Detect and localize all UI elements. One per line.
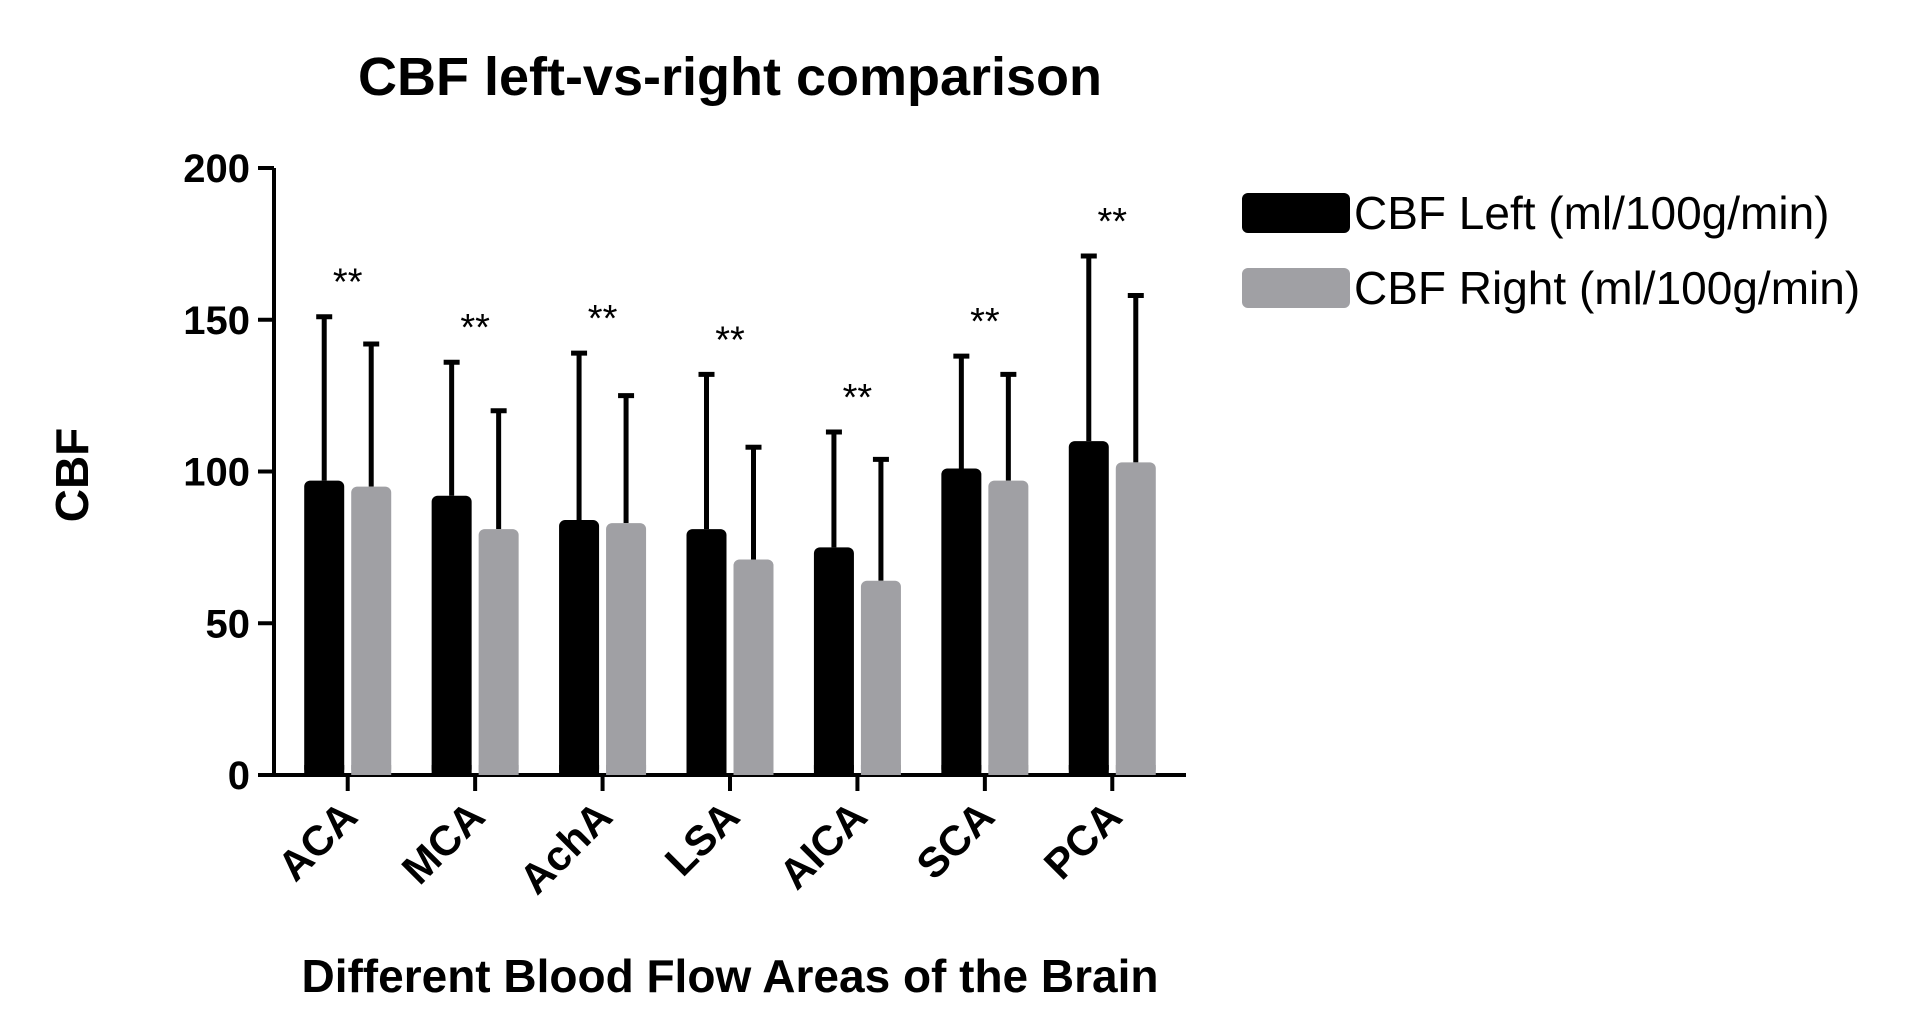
- category-label: SCA: [907, 792, 1003, 888]
- category-label: LSA: [656, 792, 749, 885]
- bar-left: [431, 495, 472, 775]
- legend-label: CBF Left (ml/100g/min): [1354, 187, 1829, 239]
- bar-right: [860, 580, 901, 775]
- y-tick-label: 150: [183, 299, 250, 343]
- y-tick-label: 50: [206, 602, 251, 646]
- significance-annotation: **: [333, 262, 363, 304]
- bar-base: [431, 765, 472, 775]
- bar-base: [478, 765, 519, 775]
- bar-left: [813, 547, 854, 775]
- y-tick-label: 100: [183, 451, 250, 495]
- category-label: PCA: [1035, 792, 1131, 888]
- bar-base: [860, 765, 901, 775]
- y-axis-title: CBF: [46, 428, 98, 523]
- legend: CBF Left (ml/100g/min) CBF Right (ml/100g…: [1242, 187, 1860, 314]
- bar-base: [351, 765, 392, 775]
- y-tick-label: 200: [183, 147, 250, 191]
- bar-left: [941, 468, 982, 775]
- legend-swatch: [1242, 193, 1350, 233]
- plot-area: 0 50 100 150 200 ACA ** MCA ** AchA ** LSA ** AICA ** S…: [183, 147, 1186, 903]
- bar-base: [813, 765, 854, 775]
- bar-base: [304, 765, 345, 775]
- x-axis-title: Different Blood Flow Areas of the Brain: [301, 950, 1158, 1002]
- category-label: MCA: [393, 792, 494, 893]
- significance-annotation: **: [588, 298, 618, 340]
- bar-left: [686, 529, 727, 775]
- significance-annotation: **: [715, 319, 745, 361]
- significance-annotation: **: [1097, 201, 1127, 243]
- legend-swatch: [1242, 268, 1350, 308]
- bar-left: [1068, 441, 1109, 775]
- chart-title: CBF left-vs-right comparison: [358, 47, 1102, 107]
- y-tick-label: 0: [228, 754, 250, 798]
- bar-right: [1115, 462, 1156, 775]
- bar-base: [606, 765, 647, 775]
- legend-label: CBF Right (ml/100g/min): [1354, 262, 1860, 314]
- significance-annotation: **: [970, 301, 1000, 343]
- significance-annotation: **: [843, 377, 873, 419]
- bar-left: [304, 480, 345, 775]
- bar-base: [559, 765, 600, 775]
- category-label: AICA: [770, 792, 876, 898]
- bar-right: [606, 523, 647, 775]
- significance-annotation: **: [460, 307, 490, 349]
- bar-right: [988, 480, 1029, 775]
- bar-base: [733, 765, 774, 775]
- bar-right: [351, 486, 392, 775]
- bar-base: [988, 765, 1029, 775]
- bar-right: [733, 559, 774, 775]
- bar-right: [478, 529, 519, 775]
- bar-left: [559, 520, 600, 775]
- bar-base: [1068, 765, 1109, 775]
- category-label: ACA: [268, 792, 366, 890]
- bar-base: [686, 765, 727, 775]
- bar-base: [941, 765, 982, 775]
- bar-base: [1115, 765, 1156, 775]
- category-label: AchA: [510, 792, 621, 903]
